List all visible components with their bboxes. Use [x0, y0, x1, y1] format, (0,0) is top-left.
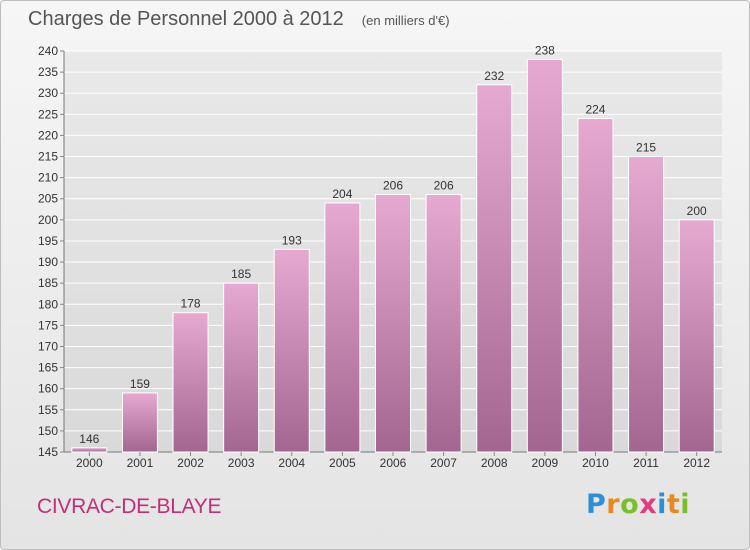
data-label: 238 — [535, 43, 555, 57]
bar — [526, 58, 563, 453]
bar — [375, 194, 411, 453]
y-tick-label: 200 — [38, 213, 58, 227]
y-tick-label: 235 — [38, 65, 58, 79]
logo-letter: o — [620, 489, 640, 520]
y-tick-label: 155 — [38, 403, 58, 417]
x-tick-label: 2004 — [278, 456, 305, 470]
bar — [71, 447, 108, 453]
bar — [121, 392, 158, 453]
commune-name: CIVRAC-DE-BLAYE — [37, 495, 222, 518]
x-tick-label: 2000 — [76, 456, 103, 470]
y-tick-label: 160 — [38, 382, 58, 396]
y-tick-label: 205 — [38, 192, 58, 206]
bar — [324, 202, 361, 453]
x-tick-label: 2002 — [177, 456, 204, 470]
y-tick-label: 210 — [38, 171, 58, 185]
data-label: 178 — [181, 297, 201, 311]
bar — [425, 194, 462, 453]
title-row: Charges de Personnel 2000 à 2012 (en mil… — [28, 8, 450, 31]
x-tick-label: 2006 — [380, 456, 407, 470]
x-tick-label: 2007 — [430, 456, 457, 470]
x-tick-label: 2011 — [633, 456, 659, 470]
logo-letter: i — [680, 489, 691, 520]
y-tick-label: 185 — [38, 276, 58, 290]
bar — [223, 282, 260, 453]
logo-letter: r — [606, 489, 621, 520]
proxiti-logo: Proxiti — [586, 489, 690, 520]
y-tick-label: 165 — [38, 361, 58, 375]
logo-letter: i — [657, 489, 667, 520]
bar — [476, 84, 513, 453]
bar — [172, 312, 209, 453]
bar — [273, 248, 310, 453]
y-tick-label: 190 — [38, 255, 58, 269]
x-tick-label: 2012 — [683, 456, 710, 470]
y-tick-label: 215 — [38, 150, 58, 164]
x-tick-label: 2008 — [481, 456, 508, 470]
bar — [577, 118, 614, 453]
data-label: 215 — [636, 141, 656, 155]
logo-letter: t — [666, 489, 681, 520]
x-tick-label: 2003 — [228, 456, 255, 470]
data-label: 224 — [585, 103, 605, 117]
logo-letter: x — [639, 489, 658, 520]
y-tick-label: 170 — [38, 339, 58, 353]
x-tick-label: 2010 — [582, 456, 609, 470]
y-tick-label: 145 — [38, 445, 58, 459]
y-tick-label: 150 — [38, 424, 58, 438]
x-tick-label: 2001 — [127, 456, 154, 470]
data-label: 185 — [231, 267, 251, 281]
y-tick-label: 180 — [38, 297, 58, 311]
y-tick-label: 220 — [38, 128, 58, 142]
logo-letter: P — [586, 489, 607, 520]
y-tick-label: 240 — [38, 44, 58, 58]
x-tick-label: 2005 — [329, 456, 356, 470]
data-label: 232 — [484, 69, 504, 83]
data-label: 204 — [332, 187, 352, 201]
data-label: 206 — [434, 179, 454, 193]
data-label: 193 — [282, 233, 302, 247]
chart-subtitle: (en milliers d'€) — [361, 13, 450, 28]
y-tick-label: 225 — [38, 107, 58, 121]
y-tick-label: 230 — [38, 86, 58, 100]
y-tick-label: 195 — [38, 234, 58, 248]
x-tick-label: 2009 — [531, 456, 558, 470]
bar — [678, 219, 715, 453]
chart-title: Charges de Personnel 2000 à 2012 — [28, 8, 344, 30]
data-label: 200 — [687, 204, 707, 218]
y-tick-label: 175 — [38, 318, 58, 332]
data-label: 146 — [79, 432, 99, 446]
bar — [628, 156, 665, 453]
data-label: 206 — [383, 179, 403, 193]
data-label: 159 — [130, 377, 150, 391]
